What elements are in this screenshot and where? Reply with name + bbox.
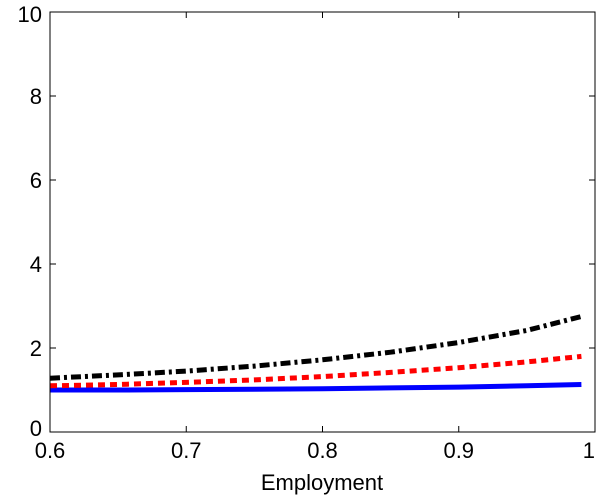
series-line-2 — [49, 353, 582, 389]
plot-area — [50, 12, 595, 432]
series-line-3 — [49, 314, 583, 381]
x-tick-label: 0.6 — [35, 438, 66, 463]
y-tick-label: 2 — [30, 336, 42, 361]
x-tick-label: 1 — [583, 438, 595, 463]
series-line-1 — [50, 382, 582, 393]
y-tick-label: 4 — [30, 252, 42, 277]
x-axis-label: Employment — [261, 470, 383, 495]
x-tick-label: 0.7 — [171, 438, 202, 463]
series-layer — [49, 314, 583, 393]
y-tick-label: 8 — [30, 84, 42, 109]
y-tick-label: 6 — [30, 168, 42, 193]
x-tick-label: 0.8 — [307, 438, 338, 463]
x-tick-label: 0.9 — [443, 438, 474, 463]
y-tick-label: 10 — [18, 2, 42, 27]
y-tick-label: 0 — [30, 416, 42, 441]
